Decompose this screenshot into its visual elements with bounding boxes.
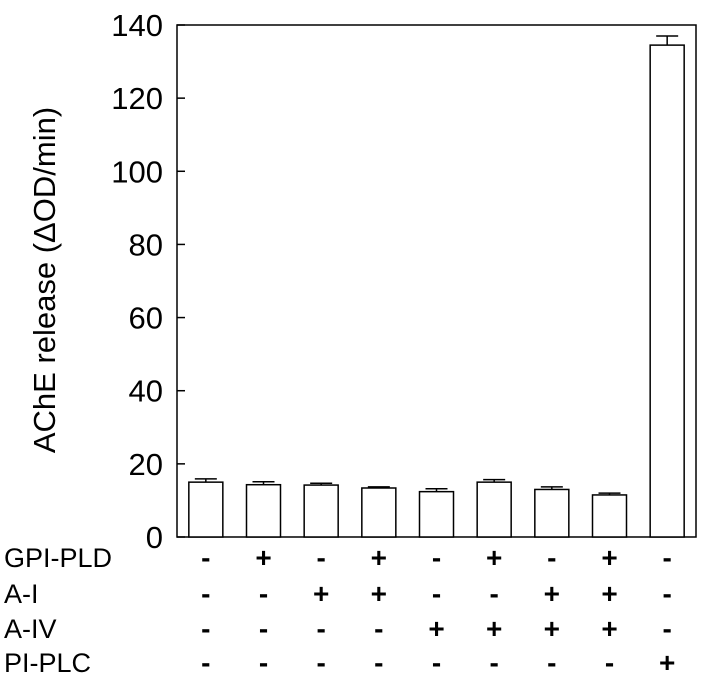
treatment-row-label: A-I	[4, 579, 39, 609]
treatment-minus-sign: -	[663, 578, 672, 609]
treatment-plus-sign: +	[601, 613, 617, 644]
treatment-row-label: GPI-PLD	[4, 543, 112, 573]
bar	[418, 490, 455, 538]
treatment-minus-sign: -	[259, 613, 268, 644]
treatment-minus-sign: -	[547, 647, 556, 678]
treatment-minus-sign: -	[432, 578, 441, 609]
treatment-plus-sign: +	[601, 578, 617, 609]
treatment-minus-sign: -	[201, 647, 210, 678]
treatment-row-label: A-IV	[4, 614, 57, 644]
treatment-minus-sign: -	[663, 613, 672, 644]
y-tick-label: 60	[129, 301, 163, 336]
treatment-plus-sign: +	[255, 542, 271, 573]
treatment-minus-sign: -	[605, 647, 614, 678]
treatment-plus-sign: +	[544, 613, 560, 644]
treatment-plus-sign: +	[428, 613, 444, 644]
treatment-minus-sign: -	[547, 542, 556, 573]
treatment-minus-sign: -	[374, 613, 383, 644]
treatment-minus-sign: -	[259, 647, 268, 678]
treatment-plus-sign: +	[659, 647, 675, 678]
plot-frame	[176, 24, 697, 538]
bar	[361, 487, 397, 538]
bar	[534, 488, 570, 538]
treatment-row-label: PI-PLC	[4, 648, 91, 678]
treatment-minus-sign: -	[317, 542, 326, 573]
bar	[476, 481, 512, 538]
y-tick-label: 100	[111, 154, 163, 189]
treatment-minus-sign: -	[490, 647, 499, 678]
y-tick-label: 80	[129, 227, 163, 262]
y-tick-label: 20	[129, 447, 163, 482]
bars-group	[188, 35, 685, 538]
treatment-minus-sign: -	[317, 613, 326, 644]
y-axis-title-group: AChE release (ΔOD/min)	[27, 107, 62, 453]
y-tick-label: 120	[111, 81, 163, 116]
treatment-plus-sign: +	[544, 578, 560, 609]
treatment-minus-sign: -	[259, 578, 268, 609]
y-tick-label: 0	[146, 520, 163, 555]
bar	[591, 494, 628, 538]
treatment-table-group: GPI-PLD - + - + - + - + -A-I - - + + - - + + -A-IV - - - - + + + +…	[4, 542, 675, 678]
treatment-minus-sign: -	[374, 647, 383, 678]
treatment-plus-sign: +	[371, 542, 387, 573]
treatment-minus-sign: -	[663, 542, 672, 573]
plot-frame-group	[176, 24, 697, 538]
bar	[245, 483, 282, 538]
treatment-minus-sign: -	[201, 578, 210, 609]
bar	[649, 44, 685, 538]
treatment-minus-sign: -	[317, 647, 326, 678]
treatment-plus-sign: +	[371, 578, 387, 609]
y-axis-title: AChE release (ΔOD/min)	[27, 107, 62, 453]
treatment-plus-sign: +	[313, 578, 329, 609]
y-axis-ticks-group: 0 20 40 60 80 100 120 140	[111, 8, 185, 555]
bar	[303, 484, 339, 538]
treatment-minus-sign: -	[432, 542, 441, 573]
bar	[188, 481, 224, 538]
treatment-plus-sign: +	[486, 613, 502, 644]
treatment-minus-sign: -	[201, 613, 210, 644]
y-tick-label: 40	[129, 374, 163, 409]
treatment-minus-sign: -	[490, 578, 499, 609]
treatment-plus-sign: +	[486, 542, 502, 573]
treatment-minus-sign: -	[432, 647, 441, 678]
treatment-plus-sign: +	[601, 542, 617, 573]
y-tick-label: 140	[111, 8, 163, 43]
treatment-minus-sign: -	[201, 542, 210, 573]
